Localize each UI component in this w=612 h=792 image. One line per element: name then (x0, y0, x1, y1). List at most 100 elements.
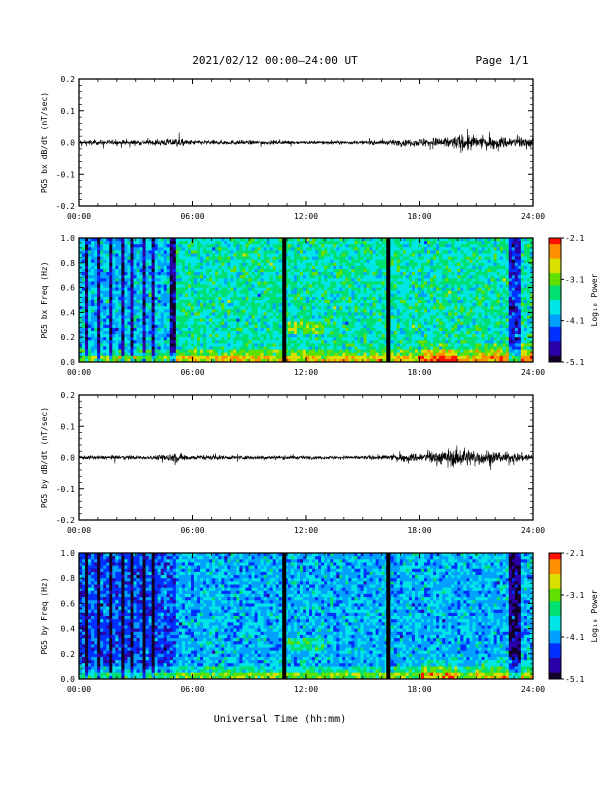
heatmap-cell (445, 306, 449, 310)
heatmap-cell (154, 253, 159, 257)
heatmap-cell (106, 306, 110, 310)
heatmap-cell (88, 324, 92, 329)
heatmap-cell (124, 244, 128, 248)
heatmap-cell (433, 241, 437, 245)
heatmap-cell (312, 337, 316, 341)
heatmap-cell (257, 324, 261, 329)
heatmap-cell (133, 352, 137, 357)
heatmap-cell (175, 269, 180, 273)
heatmap-cell (390, 287, 395, 292)
heatmap-cell (284, 272, 289, 276)
heatmap-cell (112, 318, 116, 323)
heatmap-cell (442, 358, 446, 363)
heatmap-cell (82, 269, 86, 273)
heatmap-cell (351, 290, 355, 295)
heatmap-cell (381, 343, 386, 347)
heatmap-cell (411, 269, 416, 273)
heatmap-cell (336, 238, 340, 242)
heatmap-cell (166, 331, 171, 335)
heatmap-cell (266, 259, 271, 264)
heatmap-cell (375, 272, 380, 276)
heatmap-cell (399, 281, 404, 285)
heatmap-cell (133, 256, 137, 261)
heatmap-cell (369, 324, 373, 329)
heatmap-cell (312, 265, 316, 270)
heatmap-cell (269, 250, 274, 254)
heatmap-cell (351, 358, 355, 363)
heatmap-cell (414, 241, 419, 245)
heatmap-cell (402, 303, 407, 307)
heatmap-cell (151, 281, 156, 285)
heatmap-cell (302, 256, 307, 261)
heatmap-cell (402, 324, 407, 329)
heatmap-cell (178, 290, 183, 295)
heatmap-cell (306, 293, 310, 298)
heatmap-cell (203, 281, 207, 285)
heatmap-cell (402, 290, 407, 295)
heatmap-cell (272, 337, 277, 341)
heatmap-cell (160, 321, 165, 326)
heatmap-cell (139, 352, 143, 357)
heatmap-cell (169, 253, 174, 257)
heatmap-cell (121, 259, 125, 264)
heatmap-cell (442, 247, 446, 251)
heatmap-cell (260, 334, 265, 338)
heatmap-cell (396, 315, 401, 319)
heatmap-cell (333, 238, 337, 242)
heatmap-cell (445, 300, 449, 304)
heatmap-cell (206, 238, 210, 242)
heatmap-cell (221, 275, 225, 279)
heatmap-cell (115, 293, 119, 298)
heatmap-cell (115, 281, 119, 285)
heatmap-cell (85, 281, 89, 285)
heatmap-cell (299, 331, 304, 335)
heatmap-cell (157, 349, 162, 354)
heatmap-cell (187, 253, 192, 257)
heatmap-cell (166, 269, 171, 273)
heatmap-cell (272, 324, 277, 329)
heatmap-cell (399, 290, 404, 295)
heatmap-cell (424, 278, 428, 282)
heatmap-cell (230, 343, 234, 347)
heatmap-cell (103, 318, 107, 323)
heatmap-cell (260, 309, 265, 313)
heatmap-cell (414, 247, 419, 251)
heatmap-cell (342, 281, 346, 285)
heatmap-cell (445, 287, 449, 292)
heatmap-cell (197, 275, 201, 279)
heatmap-cell (187, 269, 192, 273)
heatmap-cell (272, 346, 277, 350)
heatmap-cell (272, 287, 277, 292)
heatmap-cell (302, 324, 307, 329)
heatmap-cell (309, 327, 313, 332)
heatmap-cell (136, 253, 140, 257)
heatmap-cell (411, 287, 416, 292)
heatmap-cell (278, 241, 283, 245)
heatmap-cell (109, 265, 113, 270)
heatmap-cell (421, 312, 425, 316)
heatmap-cell (278, 275, 283, 279)
heatmap-cell (342, 259, 346, 264)
heatmap-cell (436, 355, 440, 360)
heatmap-cell (109, 284, 113, 288)
heatmap-cell (408, 303, 413, 307)
heatmap-cell (442, 337, 446, 341)
heatmap-cell (230, 238, 234, 242)
heatmap-cell (115, 265, 119, 270)
heatmap-cell (372, 358, 377, 363)
heatmap-cell (85, 265, 89, 270)
heatmap-cell (127, 303, 131, 307)
heatmap-cell (212, 315, 216, 319)
heatmap-cell (360, 309, 364, 313)
heatmap-cell (224, 262, 228, 267)
heatmap-cell (290, 256, 295, 261)
heatmap-cell (197, 306, 201, 310)
heatmap-cell (321, 272, 325, 276)
heatmap-cell (160, 265, 165, 270)
heatmap-cell (109, 358, 113, 363)
heatmap-cell (85, 312, 89, 316)
heatmap-cell (333, 337, 337, 341)
heatmap-cell (408, 340, 413, 344)
heatmap-cell (336, 309, 340, 313)
heatmap-cell (309, 315, 313, 319)
